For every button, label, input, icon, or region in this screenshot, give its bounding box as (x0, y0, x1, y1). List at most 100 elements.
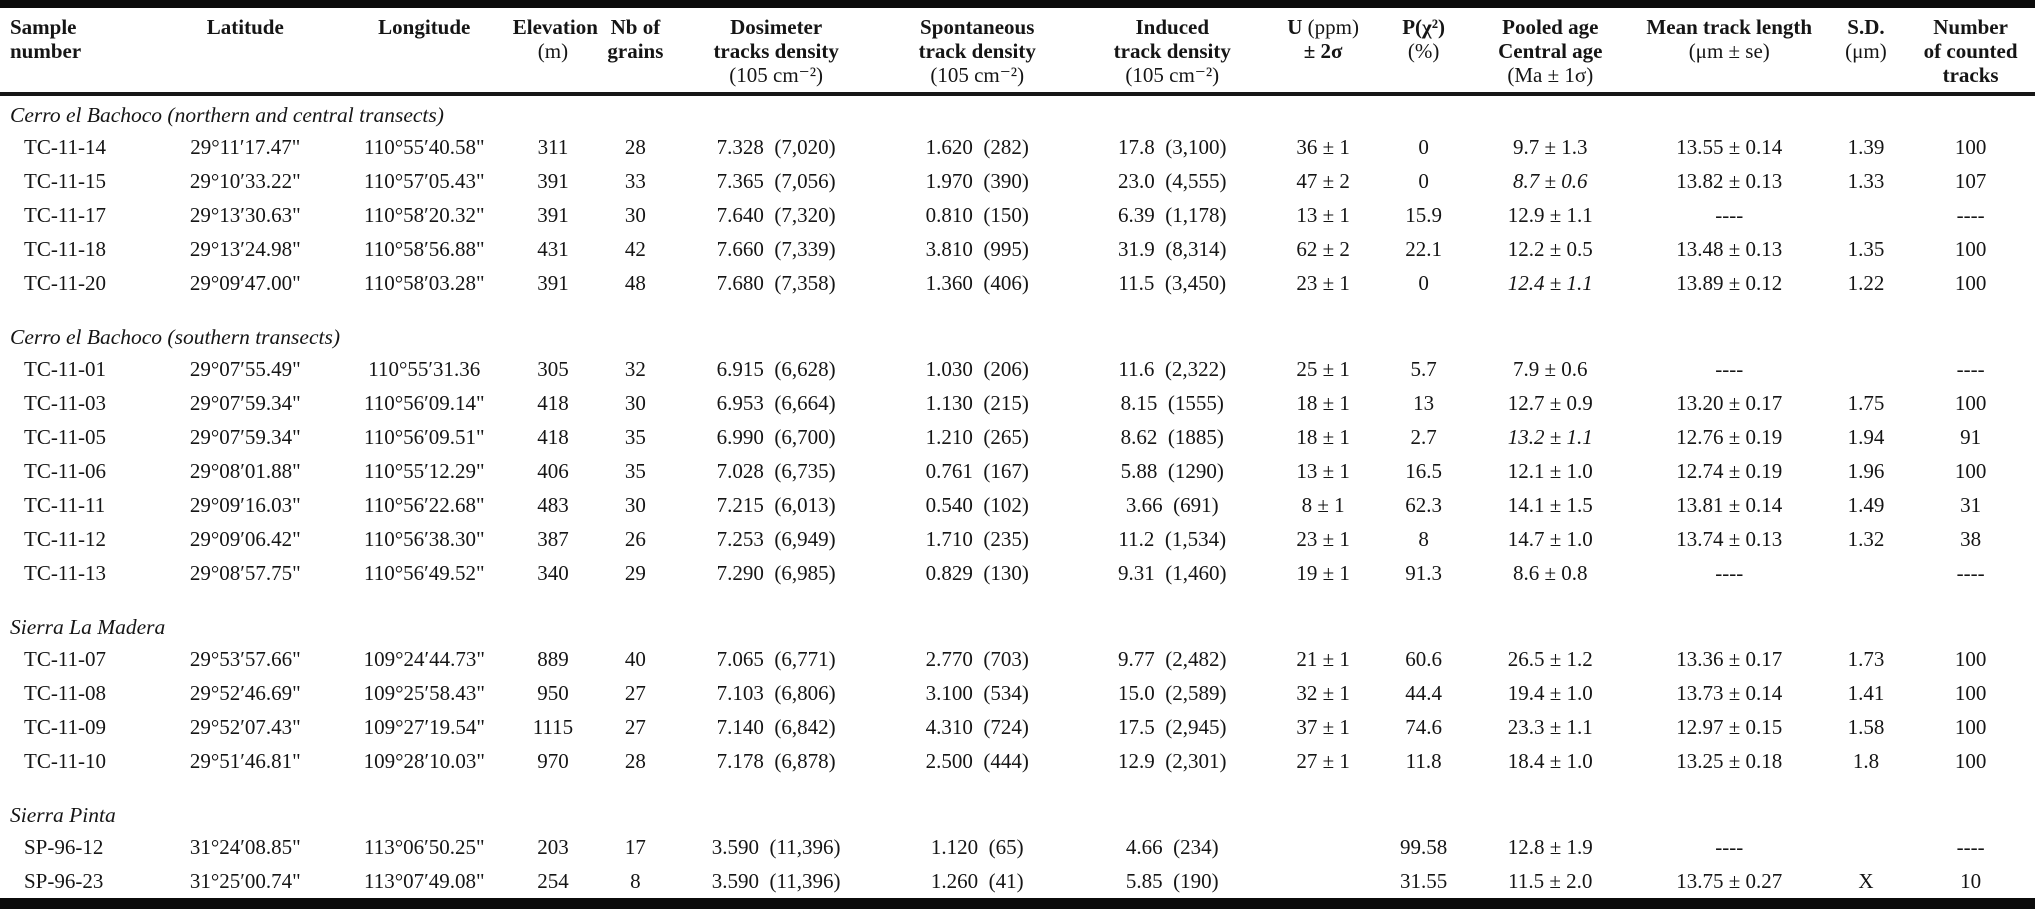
cell-p-chi2: 31.55 (1399, 869, 1448, 893)
cell-nb-grains: 26 (624, 527, 646, 551)
cell-spontaneous-density: 1.970 (390) (925, 169, 1029, 193)
cell-spontaneous-density: 0.829 (130) (925, 561, 1029, 585)
cell-p-chi2: 13 (1413, 391, 1435, 415)
cell-age: 12.2 ± 0.5 (1507, 237, 1593, 261)
cell-induced-density: 4.66 (234) (1125, 835, 1219, 859)
cell-longitude: 109°25′58.43" (363, 681, 485, 705)
column-header-mean-track-length: Mean track length (μm ± se) (1632, 4, 1826, 96)
section-title: Cerro el Bachoco (northern and central t… (10, 103, 444, 127)
cell-latitude: 29°07′55.49" (189, 357, 301, 381)
cell-dosimeter-density: 6.953 (6,664) (716, 391, 836, 415)
cell-induced-density: 17.8 (3,100) (1118, 135, 1227, 159)
cell-dosimeter-density: 7.103 (6,806) (716, 681, 836, 705)
cell-p-chi2: 16.5 (1405, 459, 1442, 483)
cell-sample-number: TC-11-13 (24, 561, 107, 585)
cell-spontaneous-density: 0.761 (167) (925, 459, 1029, 483)
header-text: Nb of (610, 15, 661, 39)
cell-counted-tracks: 100 (1954, 647, 1987, 671)
header-line: (105 cm⁻²) (678, 63, 875, 87)
table-row: TC-11-09 29°52′07.43" 109°27′19.54" 1115 27 7… (0, 710, 2035, 744)
cell-latitude: 29°09′06.42" (189, 527, 301, 551)
column-header-p-chi2: P(χ²) (%) (1379, 4, 1468, 96)
cell-counted-tracks: 100 (1954, 715, 1987, 739)
header-line: Pooled age (1470, 15, 1631, 39)
cell-mean-track-length: ---- (1715, 203, 1744, 227)
cell-p-chi2: 62.3 (1405, 493, 1442, 517)
column-header-elevation: Elevation (m) (510, 4, 598, 96)
cell-sample-number: TC-11-17 (24, 203, 107, 227)
cell-sd: X (1858, 869, 1874, 893)
cell-uranium: 36 ± 1 (1296, 135, 1350, 159)
column-header-longitude: Longitude (337, 4, 511, 96)
cell-uranium (1267, 864, 1380, 904)
header-text: tracks density (713, 39, 839, 63)
cell-mean-track-length: 13.74 ± 0.13 (1676, 527, 1783, 551)
cell-spontaneous-density: 1.360 (406) (925, 271, 1029, 295)
header-text: S.D. (1847, 15, 1885, 39)
header-text: Induced (1135, 15, 1210, 39)
table-row: TC-11-18 29°13′24.98" 110°58′56.88" 431 42 7.… (0, 232, 2035, 266)
cell-elevation: 406 (537, 459, 569, 483)
cell-longitude: 110°55′40.58" (364, 135, 485, 159)
cell-age: 23.3 ± 1.1 (1507, 715, 1593, 739)
cell-spontaneous-density: 1.620 (282) (925, 135, 1029, 159)
cell-dosimeter-density: 7.178 (6,878) (716, 749, 836, 773)
cell-uranium: 27 ± 1 (1296, 749, 1350, 773)
header-line: (m) (513, 39, 593, 63)
cell-uranium (1267, 830, 1380, 864)
table-row: SP-96-12 31°24′08.85" 113°06′50.25" 203 17 3.… (0, 830, 2035, 864)
section-row: Sierra Pinta (0, 778, 2035, 830)
cell-p-chi2: 0 (1418, 271, 1429, 295)
cell-longitude: 109°24′44.73" (363, 647, 485, 671)
cell-latitude: 29°08′01.88" (189, 459, 301, 483)
header-line: Latitude (155, 15, 336, 39)
header-text: Dosimeter (730, 15, 823, 39)
cell-uranium: 25 ± 1 (1296, 357, 1350, 381)
column-header-sample-number: Sample number (0, 4, 153, 96)
column-header-age: Pooled age Central age (Ma ± 1σ) (1467, 4, 1633, 96)
cell-sample-number: SP-96-23 (24, 869, 104, 893)
table-row: TC-11-20 29°09′47.00" 110°58′03.28" 391 48 7.… (0, 266, 2035, 300)
cell-longitude: 110°56′38.30" (364, 527, 485, 551)
cell-mean-track-length: ---- (1715, 357, 1744, 381)
cell-uranium: 62 ± 2 (1296, 237, 1350, 261)
header-text: Pooled age (1502, 15, 1599, 39)
cell-mean-track-length: 13.82 ± 0.13 (1676, 169, 1783, 193)
header-line: (%) (1381, 39, 1465, 63)
header-line: Number (1908, 15, 2033, 39)
table-row: TC-11-12 29°09′06.42" 110°56′38.30" 387 26 7.… (0, 522, 2035, 556)
cell-nb-grains: 48 (624, 271, 646, 295)
cell-mean-track-length: 13.20 ± 0.17 (1676, 391, 1783, 415)
cell-spontaneous-density: 1.120 (65) (930, 835, 1024, 859)
cell-sd (1826, 556, 1906, 590)
cell-latitude: 29°11′17.47" (190, 135, 301, 159)
cell-uranium: 23 ± 1 (1296, 271, 1350, 295)
header-text: (m) (537, 39, 569, 63)
header-line: (μm ± se) (1635, 39, 1824, 63)
cell-latitude: 29°13′30.63" (189, 203, 301, 227)
cell-longitude: 109°27′19.54" (363, 715, 485, 739)
cell-longitude: 110°55′31.36 (368, 357, 481, 381)
cell-latitude: 29°13′24.98" (189, 237, 301, 261)
cell-p-chi2: 0 (1418, 169, 1429, 193)
header-line: P(χ²) (1381, 15, 1465, 39)
cell-p-chi2: 8 (1418, 527, 1429, 551)
header-line: Central age (1470, 39, 1631, 63)
cell-sd: 1.32 (1847, 527, 1885, 551)
cell-age: 12.8 ± 1.9 (1507, 835, 1593, 859)
header-text: grains (607, 39, 664, 63)
cell-induced-density: 6.39 (1,178) (1118, 203, 1227, 227)
cell-latitude: 29°09′47.00" (189, 271, 301, 295)
cell-counted-tracks: 100 (1954, 271, 1987, 295)
cell-elevation: 391 (537, 271, 569, 295)
cell-counted-tracks: 38 (1960, 527, 1982, 551)
header-line: tracks density (678, 39, 875, 63)
cell-induced-density: 8.15 (1555) (1120, 391, 1224, 415)
header-text: (μm ± se) (1688, 39, 1770, 63)
header-line: (105 cm⁻²) (879, 63, 1076, 87)
cell-induced-density: 11.5 (3,450) (1118, 271, 1227, 295)
cell-sd: 1.94 (1847, 425, 1885, 449)
cell-mean-track-length: ---- (1715, 561, 1744, 585)
cell-induced-density: 3.66 (691) (1125, 493, 1219, 517)
cell-nb-grains: 27 (624, 681, 646, 705)
